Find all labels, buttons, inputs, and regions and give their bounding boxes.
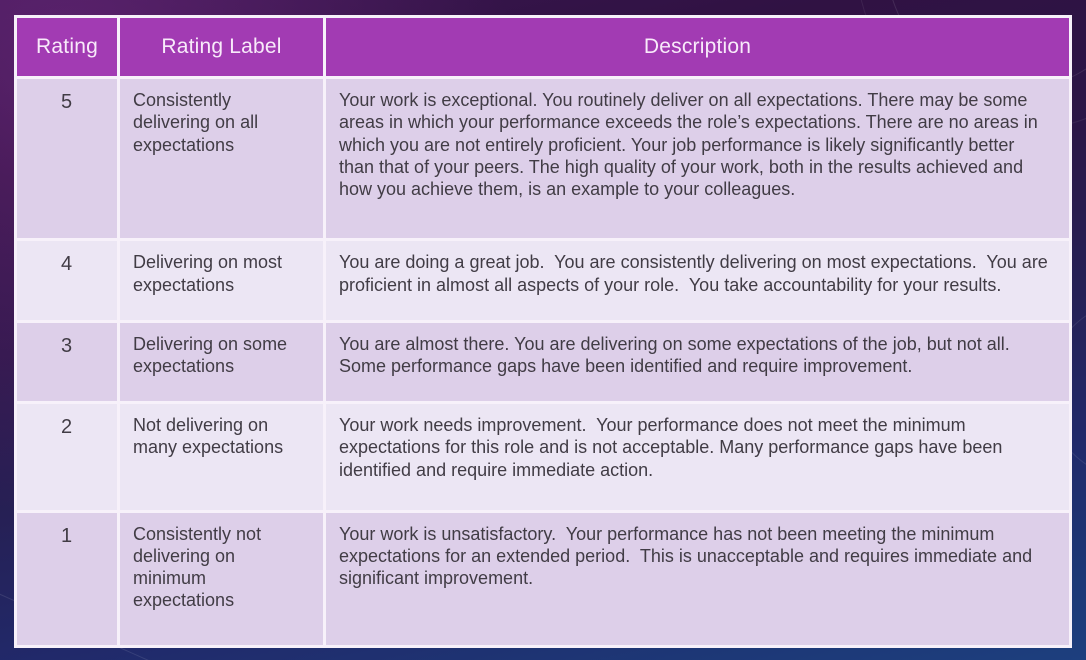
rating-label: Delivering on most expectations	[120, 241, 323, 320]
header-row: Rating Rating Label Description	[17, 18, 1069, 76]
rating-description: You are almost there. You are delivering…	[326, 322, 1069, 402]
column-header-rating: Rating	[17, 18, 117, 76]
rating-label: Not delivering on many expectations	[120, 404, 323, 510]
column-header-rating-label: Rating Label	[120, 18, 323, 76]
table-row: 4 Delivering on most expectations You ar…	[17, 241, 1069, 320]
rating-value: 1	[17, 512, 117, 645]
column-header-description: Description	[326, 18, 1069, 76]
table-row: 1 Consistently not delivering on minimum…	[17, 512, 1069, 645]
rating-label: Consistently delivering on all expectati…	[120, 79, 323, 239]
table-row: 5 Consistently delivering on all expecta…	[17, 79, 1069, 239]
rating-description: Your work is unsatisfactory. Your perfor…	[326, 512, 1069, 645]
rating-description: Your work is exceptional. You routinely …	[326, 79, 1069, 239]
rating-description: You are doing a great job. You are consi…	[326, 241, 1069, 320]
table-row: 3 Delivering on some expectations You ar…	[17, 322, 1069, 402]
rating-scale-table: Rating Rating Label Description 5 Consis…	[14, 15, 1072, 648]
rating-value: 2	[17, 404, 117, 510]
rating-value: 5	[17, 79, 117, 239]
rating-value: 3	[17, 322, 117, 402]
rating-value: 4	[17, 241, 117, 320]
rating-label: Delivering on some expectations	[120, 322, 323, 402]
rating-label: Consistently not delivering on minimum e…	[120, 512, 323, 645]
table-row: 2 Not delivering on many expectations Yo…	[17, 404, 1069, 510]
rating-description: Your work needs improvement. Your perfor…	[326, 404, 1069, 510]
